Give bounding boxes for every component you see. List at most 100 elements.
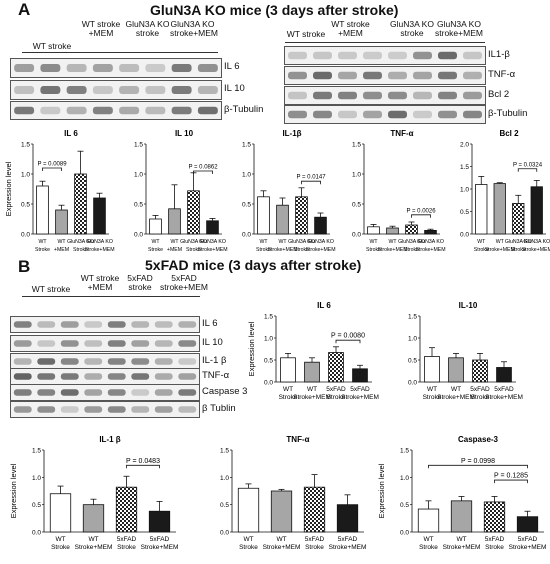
y-tick-label: 1.5 [400, 448, 409, 455]
x-tick-label: 5xFAD [117, 536, 137, 543]
y-axis-label: Expression level [247, 321, 256, 376]
x-tick-label: GluN3A KO [417, 239, 444, 245]
x-tick-label: WT [423, 536, 433, 543]
x-tick-label: Stroke [279, 394, 298, 401]
panel-b-title: 5xFAD mice (3 days after stroke) [145, 257, 362, 273]
blot-a-left-0 [10, 58, 222, 78]
bar [417, 508, 440, 533]
a-right-1-label: TNF-α [488, 68, 516, 80]
significance-bracket [411, 214, 431, 218]
x-tick-label: Stroke [471, 394, 490, 401]
bar [55, 209, 68, 235]
bar [405, 224, 418, 235]
y-tick-label: 0.0 [21, 232, 30, 239]
x-tick-label: +MEM [54, 247, 69, 253]
x-tick-label: Stroke+MEM [267, 247, 297, 253]
bar [187, 190, 200, 235]
p-value-label: P = 0.0483 [126, 458, 160, 465]
bar [93, 197, 106, 235]
a-right-2-label: Bcl 2 [488, 88, 510, 100]
a-left-1-label: IL 10 [224, 83, 245, 94]
y-tick-label: 1.5 [134, 142, 143, 149]
x-tick-label: WT [369, 239, 378, 245]
bar [74, 173, 87, 235]
bar [149, 218, 162, 235]
x-tick-label: 5xFAD [470, 386, 490, 393]
lane-label: WT stroke +MEM [331, 19, 370, 38]
bar [367, 226, 380, 235]
lane-underline [22, 52, 218, 53]
x-tick-label: Stroke [423, 394, 442, 401]
blot-b-5 [10, 401, 200, 418]
y-tick-label: 1.0 [352, 172, 361, 179]
x-tick-label: +MEM [167, 247, 182, 253]
b-0-label: IL 6 [202, 317, 218, 329]
chart-A-TNFa: TNF-α 0.0 0.5 1.0 1.5 WT Stroke WT Stroke+MEM Glu… [352, 129, 446, 253]
significance-bracket [193, 170, 213, 174]
y-tick-label: 2.0 [460, 142, 469, 149]
panel-a-title: GluN3A KO mice (3 days after stroke) [150, 2, 399, 18]
y-tick-label: 0.0 [408, 380, 417, 387]
b-1-label: IL 10 [202, 336, 223, 348]
significance-bracket [301, 180, 321, 185]
bar [257, 196, 270, 235]
bar [36, 185, 49, 235]
chart-title: TNF-α [286, 435, 309, 444]
x-tick-label: WT [151, 239, 160, 245]
bar [115, 486, 138, 533]
y-tick-label: 1.5 [32, 448, 41, 455]
blot-b-0 [10, 316, 200, 333]
bar [352, 368, 368, 383]
bar [424, 356, 440, 383]
x-tick-label: Stroke [148, 247, 163, 253]
lane-label: WT stroke [32, 41, 72, 51]
lane-label: WT stroke +MEM [80, 273, 120, 292]
chart-A-IL1b: IL-1β 0.0 0.5 1.0 1.5 WT Stroke WT Stroke+MEM Glu… [242, 129, 336, 253]
panel-a-letter: A [18, 0, 31, 19]
x-tick-label: WT [57, 239, 66, 245]
x-tick-label: GluN3A KO [180, 239, 207, 245]
bar [530, 186, 543, 235]
x-tick-label: 5xFAD [305, 536, 325, 543]
y-tick-label: 1.5 [242, 142, 251, 149]
x-tick-label: Stroke [117, 544, 136, 551]
x-tick-label: Stroke+MEM [305, 247, 335, 253]
x-tick-label: WT [477, 239, 486, 245]
x-tick-label: Stroke+MEM [522, 247, 550, 253]
y-axis-label: Expression level [9, 463, 18, 518]
x-tick-label: WT [243, 536, 253, 543]
y-tick-label: 0.0 [134, 232, 143, 239]
bar [493, 183, 506, 235]
x-tick-label: GluN3A KO [398, 239, 425, 245]
lane-label: WT stroke +MEM [81, 19, 121, 38]
x-tick-label: 5xFAD [150, 536, 170, 543]
x-tick-label: GluN3A KO [199, 239, 226, 245]
b-4-label: Caspase 3 [202, 385, 248, 397]
y-axis-label: Expression level [4, 161, 13, 216]
bar [424, 229, 437, 235]
lane-label: 5xFAD stroke+MEM [160, 273, 208, 292]
bar [512, 202, 525, 235]
x-tick-label: Stroke [419, 544, 438, 551]
y-tick-label: 1.0 [21, 172, 30, 179]
blot-a-right-3 [284, 105, 486, 124]
lane-label: GluN3A KO stroke [390, 19, 434, 38]
bar [49, 493, 72, 533]
bar [472, 359, 488, 383]
x-tick-label: WT [307, 386, 317, 393]
bar [206, 220, 219, 235]
x-tick-label: WT [278, 239, 287, 245]
x-tick-label: Stroke [256, 247, 271, 253]
x-tick-label: WT [451, 386, 461, 393]
bar [314, 216, 327, 235]
y-tick-label: 0.5 [352, 202, 361, 209]
x-tick-label: Stroke [51, 544, 70, 551]
p-value-label: P = 0.0089 [37, 162, 67, 168]
x-tick-label: Stroke [485, 544, 504, 551]
x-tick-label: WT [259, 239, 268, 245]
chart-A-IL6: IL 6 Expression level 0.0 0.5 1.0 1.5 WT Stroke… [4, 129, 115, 253]
bar [475, 184, 488, 235]
y-tick-label: 1.5 [460, 164, 469, 171]
y-tick-label: 0.5 [32, 502, 41, 509]
x-tick-label: WT [55, 536, 65, 543]
